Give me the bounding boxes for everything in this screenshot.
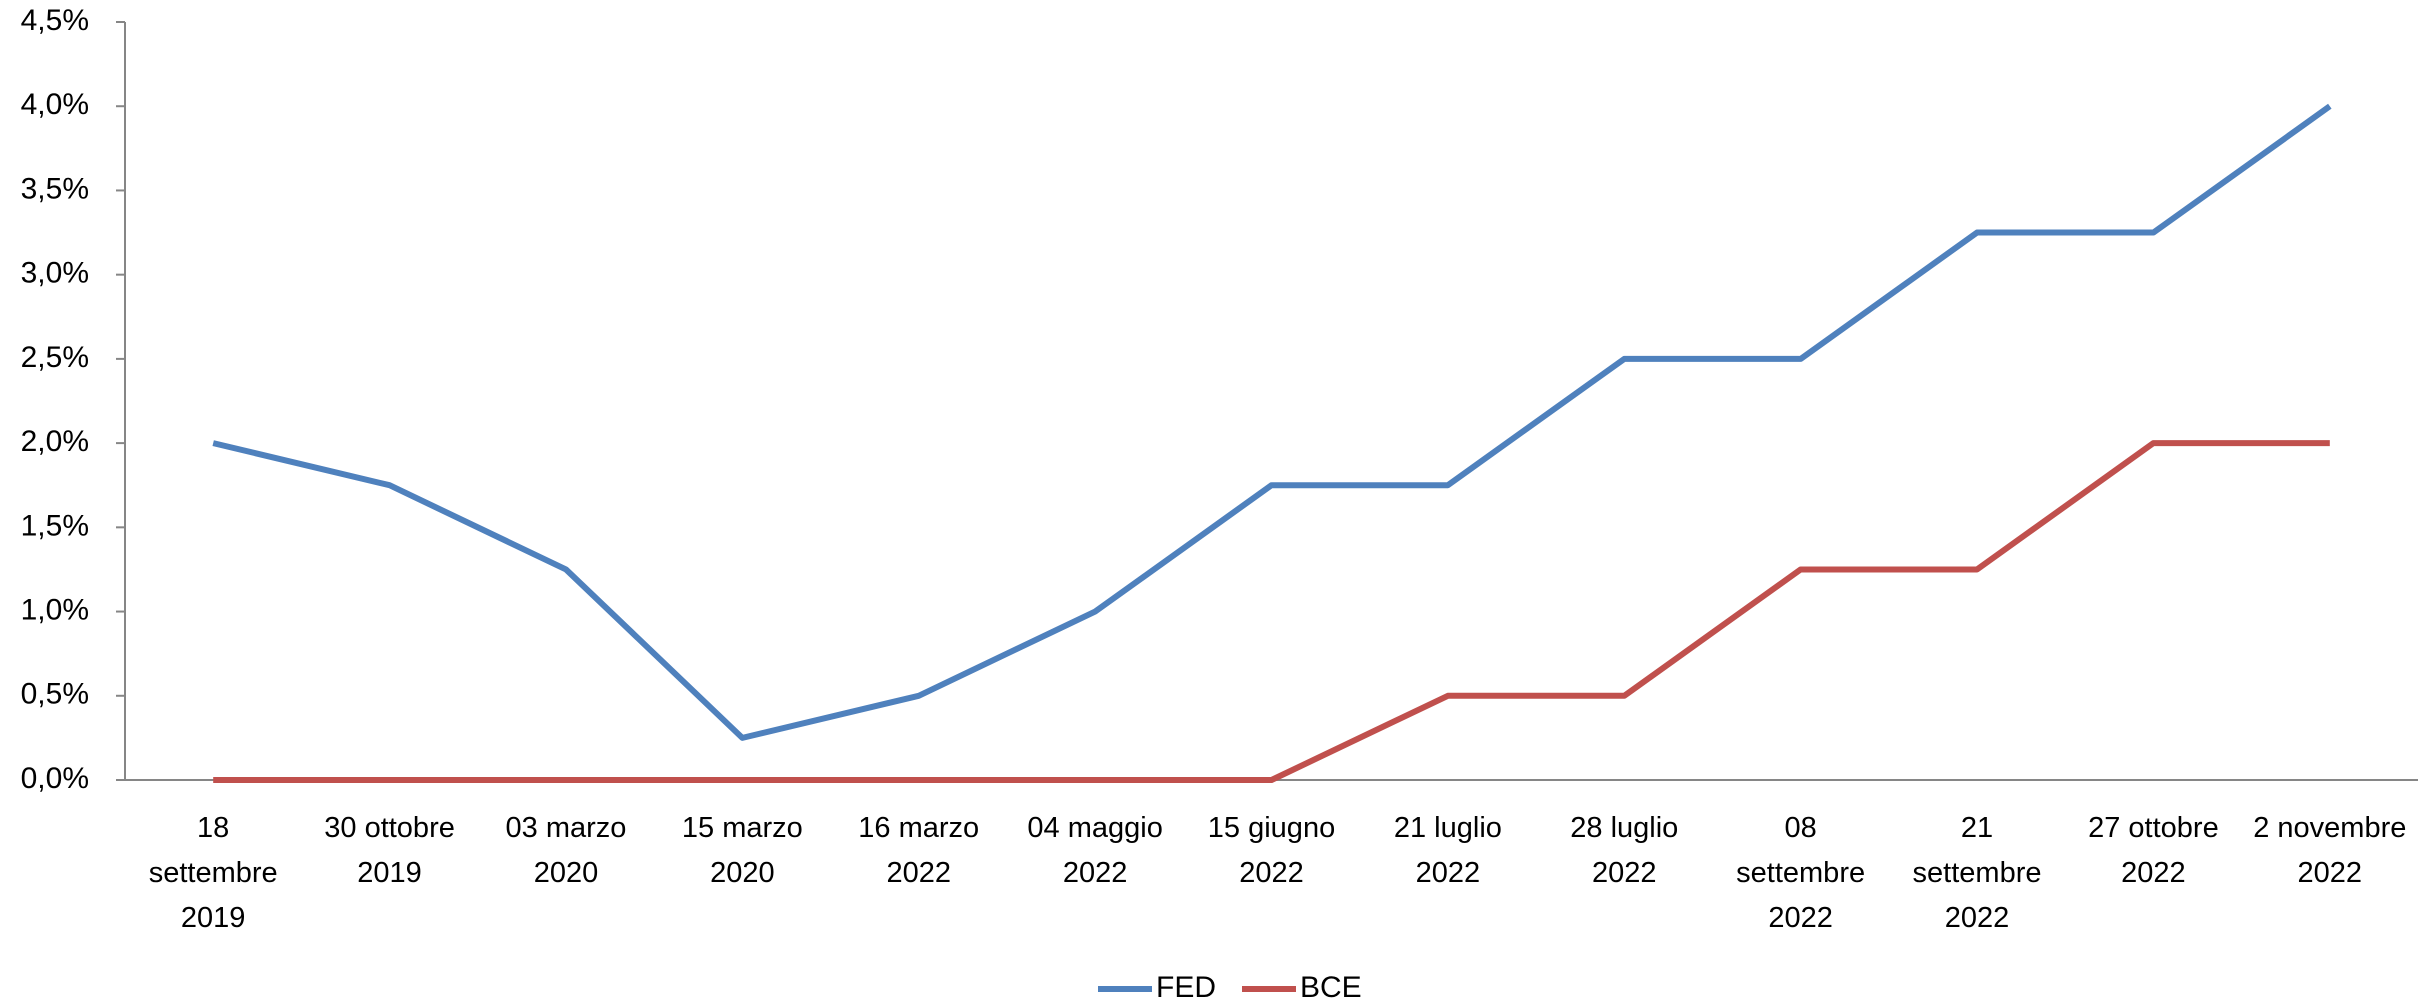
x-tick-label: 15 marzo 2020 <box>681 812 803 889</box>
y-tick-label: 4,0% <box>21 88 89 121</box>
legend-label: BCE <box>1300 971 1362 1004</box>
y-tick-label: 4,5% <box>21 4 89 37</box>
x-tick-label: 30 ottobre 2019 <box>324 812 455 889</box>
x-tick-label: 18 settembre 2019 <box>148 812 278 934</box>
x-tick-label: 08 settembre 2022 <box>1736 812 1866 934</box>
y-tick-label: 2,5% <box>21 341 89 374</box>
x-tick-label: 21 luglio 2022 <box>1393 812 1502 889</box>
series-line <box>213 440 2330 783</box>
x-tick-label: 03 marzo 2020 <box>505 812 627 889</box>
y-tick-label: 1,0% <box>21 593 89 626</box>
x-tick-label: 04 maggio 2022 <box>1027 812 1163 889</box>
x-tick-label: 28 luglio 2022 <box>1570 812 1679 889</box>
x-tick-label: 15 giugno 2022 <box>1207 812 1336 889</box>
y-tick-label: 3,0% <box>21 257 89 290</box>
x-tick-label: 27 ottobre 2022 <box>2088 812 2219 889</box>
y-tick-label: 1,5% <box>21 509 89 542</box>
x-tick-label: 21 settembre 2022 <box>1912 812 2042 934</box>
x-tick-label: 16 marzo 2022 <box>858 812 980 889</box>
legend-label: FED <box>1156 971 1216 1004</box>
y-tick-label: 0,5% <box>21 678 89 711</box>
series-line <box>212 103 2332 741</box>
x-tick-label: 2 novembre 2022 <box>2253 812 2407 889</box>
y-tick-label: 0,0% <box>21 762 89 795</box>
y-tick-label: 2,0% <box>21 425 89 458</box>
y-tick-label: 3,5% <box>21 172 89 205</box>
